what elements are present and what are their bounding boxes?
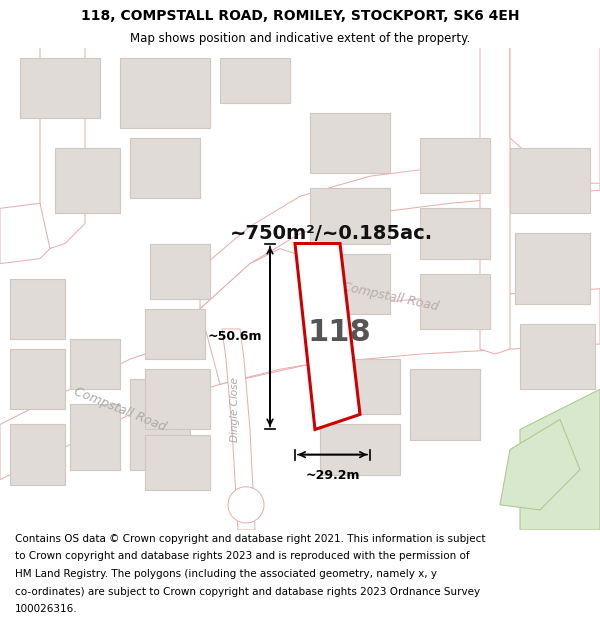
Polygon shape: [520, 324, 595, 389]
Polygon shape: [70, 404, 120, 469]
Polygon shape: [120, 58, 210, 128]
Circle shape: [228, 487, 264, 523]
Polygon shape: [200, 249, 310, 384]
Polygon shape: [130, 379, 190, 469]
Text: 118, COMPSTALL ROAD, ROMILEY, STOCKPORT, SK6 4EH: 118, COMPSTALL ROAD, ROMILEY, STOCKPORT,…: [81, 9, 519, 24]
Polygon shape: [510, 48, 600, 183]
Polygon shape: [295, 244, 360, 429]
Polygon shape: [10, 349, 65, 409]
Polygon shape: [0, 289, 600, 480]
Polygon shape: [515, 234, 590, 304]
Polygon shape: [220, 58, 290, 102]
Polygon shape: [310, 113, 390, 173]
Polygon shape: [520, 389, 600, 530]
Polygon shape: [320, 359, 400, 414]
Text: Dingle Close: Dingle Close: [230, 377, 240, 442]
Text: 100026316.: 100026316.: [15, 604, 77, 614]
Text: Compstall Road: Compstall Road: [341, 280, 439, 313]
Polygon shape: [500, 419, 580, 510]
Polygon shape: [222, 329, 255, 530]
Text: 118: 118: [308, 318, 371, 348]
Polygon shape: [130, 138, 200, 198]
Polygon shape: [320, 424, 400, 475]
Text: ~750m²/~0.185ac.: ~750m²/~0.185ac.: [230, 224, 433, 243]
Polygon shape: [145, 309, 205, 359]
Polygon shape: [510, 148, 590, 213]
Polygon shape: [480, 48, 510, 354]
Polygon shape: [420, 208, 490, 259]
Text: HM Land Registry. The polygons (including the associated geometry, namely x, y: HM Land Registry. The polygons (includin…: [15, 569, 437, 579]
Polygon shape: [310, 254, 390, 314]
Text: ~29.2m: ~29.2m: [305, 469, 360, 482]
Text: to Crown copyright and database rights 2023 and is reproduced with the permissio: to Crown copyright and database rights 2…: [15, 551, 470, 561]
Text: Map shows position and indicative extent of the property.: Map shows position and indicative extent…: [130, 32, 470, 45]
Polygon shape: [55, 148, 120, 213]
Polygon shape: [310, 188, 390, 244]
Text: co-ordinates) are subject to Crown copyright and database rights 2023 Ordnance S: co-ordinates) are subject to Crown copyr…: [15, 586, 480, 596]
Polygon shape: [10, 279, 65, 339]
Polygon shape: [145, 434, 210, 490]
Polygon shape: [420, 138, 490, 193]
Polygon shape: [145, 369, 210, 429]
Polygon shape: [40, 48, 85, 249]
Text: Contains OS data © Crown copyright and database right 2021. This information is : Contains OS data © Crown copyright and d…: [15, 534, 485, 544]
Polygon shape: [20, 58, 100, 118]
Text: ~50.6m: ~50.6m: [208, 330, 262, 343]
Polygon shape: [410, 369, 480, 439]
Polygon shape: [150, 244, 210, 299]
Polygon shape: [10, 424, 65, 485]
Polygon shape: [200, 153, 600, 309]
Polygon shape: [420, 274, 490, 329]
Polygon shape: [70, 339, 120, 389]
Polygon shape: [0, 203, 50, 264]
Text: Compstall Road: Compstall Road: [72, 385, 168, 434]
